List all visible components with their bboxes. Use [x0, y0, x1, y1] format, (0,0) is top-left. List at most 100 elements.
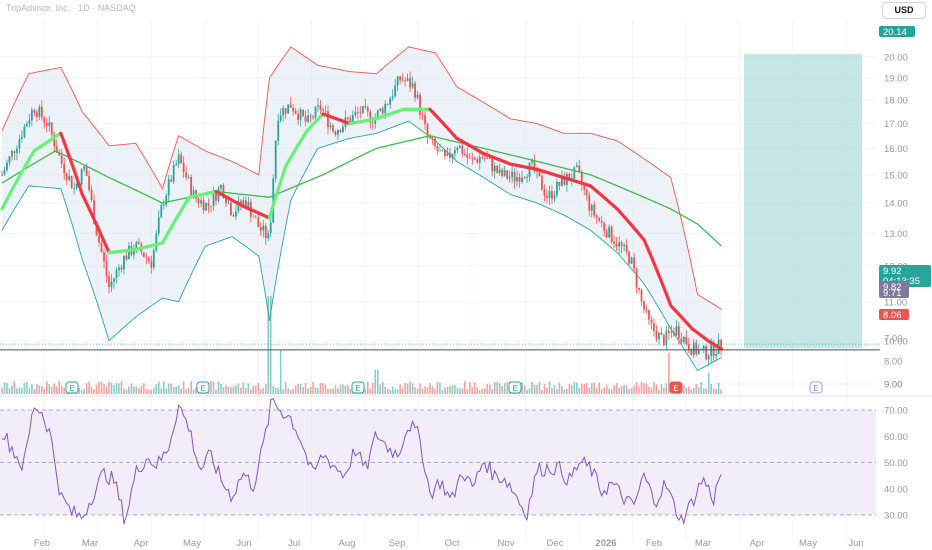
position-tool[interactable]	[744, 54, 862, 349]
target-price-tag: 20.14	[883, 27, 907, 38]
candle-body	[389, 98, 392, 105]
candle-body	[21, 137, 23, 139]
candle-body	[230, 202, 232, 216]
volume-bar	[630, 388, 633, 394]
volume-bar	[250, 389, 252, 394]
price-tick-label: 14.00	[884, 199, 908, 210]
earnings-marker[interactable]	[809, 381, 823, 394]
volume-bar	[551, 388, 553, 394]
earnings-marker[interactable]	[65, 381, 79, 394]
candle-body	[618, 242, 621, 247]
volume-bar	[347, 385, 349, 394]
volume-bar	[309, 386, 312, 394]
volume-bar	[411, 383, 414, 394]
candle-body	[715, 353, 718, 356]
volume-bar	[648, 386, 650, 394]
candle-body	[65, 173, 68, 180]
price-tick-label: 20.00	[884, 53, 908, 64]
candle-body	[220, 185, 222, 189]
candle-body	[351, 115, 354, 123]
candle-body	[135, 242, 138, 251]
volume-bar	[486, 384, 489, 394]
volume-bar	[63, 387, 66, 394]
volume-bar	[687, 386, 690, 394]
volume-bar	[523, 385, 526, 394]
volume-bar	[700, 382, 703, 394]
volume-bar	[53, 383, 56, 394]
earnings-marker[interactable]	[669, 381, 683, 394]
candle-body	[394, 85, 397, 97]
candle-body	[40, 106, 43, 118]
volume-bar	[658, 389, 660, 394]
volume-bar	[638, 386, 640, 394]
volume-bar	[222, 387, 225, 394]
candle-body	[528, 162, 531, 177]
candle-body	[45, 122, 48, 126]
candle-body	[493, 165, 496, 172]
candle-body	[152, 250, 155, 268]
volume-bar	[558, 382, 561, 394]
volume-bar	[36, 384, 38, 394]
candle-body	[419, 94, 421, 115]
volume-bar	[384, 386, 387, 394]
candle-body	[269, 222, 272, 234]
earnings-marker[interactable]	[508, 381, 522, 394]
volume-bar	[431, 386, 434, 394]
volume-bar	[406, 383, 409, 394]
volume-bar	[464, 381, 466, 394]
candle-body	[441, 150, 444, 152]
volume-bar	[277, 387, 280, 394]
volume-bar	[381, 381, 384, 394]
candle-body	[558, 181, 561, 187]
volume-bar	[215, 389, 217, 394]
volume-tick-label: 7.00	[884, 334, 903, 345]
candle-body	[157, 217, 160, 234]
candle-body	[516, 177, 518, 182]
candle-body	[551, 190, 553, 199]
volume-bar	[668, 352, 670, 394]
price-tick-label: 9.00	[884, 380, 903, 391]
volume-bar	[329, 388, 332, 394]
candle-body	[623, 244, 625, 247]
time-tick-label: Aug	[339, 538, 356, 549]
volume-bar	[210, 381, 212, 394]
volume-bar	[580, 383, 583, 394]
candle-body	[675, 326, 678, 336]
earnings-marker[interactable]	[351, 381, 365, 394]
target-zone[interactable]	[744, 54, 862, 349]
candle-body	[508, 176, 511, 179]
volume-bar	[98, 381, 100, 394]
candle-body	[324, 110, 327, 112]
volume-bar	[292, 388, 294, 394]
candle-body	[533, 160, 536, 172]
candle-body	[401, 79, 404, 81]
volume-bar	[88, 381, 90, 394]
candle-body	[128, 245, 130, 260]
volume-bar	[80, 389, 83, 394]
candle-body	[190, 176, 193, 196]
candle-body	[379, 108, 382, 111]
volume-bar	[578, 387, 581, 394]
time-tick-label: Jul	[288, 538, 300, 549]
volume-bar	[182, 381, 185, 394]
earnings-marker[interactable]	[196, 381, 210, 394]
candle-body	[73, 188, 76, 189]
volume-bar	[531, 381, 533, 394]
volume-bar	[33, 389, 36, 394]
currency-button[interactable]: USD	[882, 2, 926, 19]
candle-body	[322, 109, 324, 111]
volume-bar	[317, 388, 319, 394]
time-tick-label: Sep	[389, 538, 406, 549]
volume-bar	[374, 369, 377, 394]
candle-body	[334, 131, 337, 135]
candle-body	[404, 80, 407, 82]
candle-body	[103, 252, 105, 262]
volume-bar	[245, 387, 247, 394]
candle-body	[346, 117, 349, 119]
candle-body	[3, 170, 6, 175]
volume-bar	[576, 382, 578, 394]
candle-body	[690, 349, 693, 356]
ma-slow-line	[1, 135, 723, 247]
